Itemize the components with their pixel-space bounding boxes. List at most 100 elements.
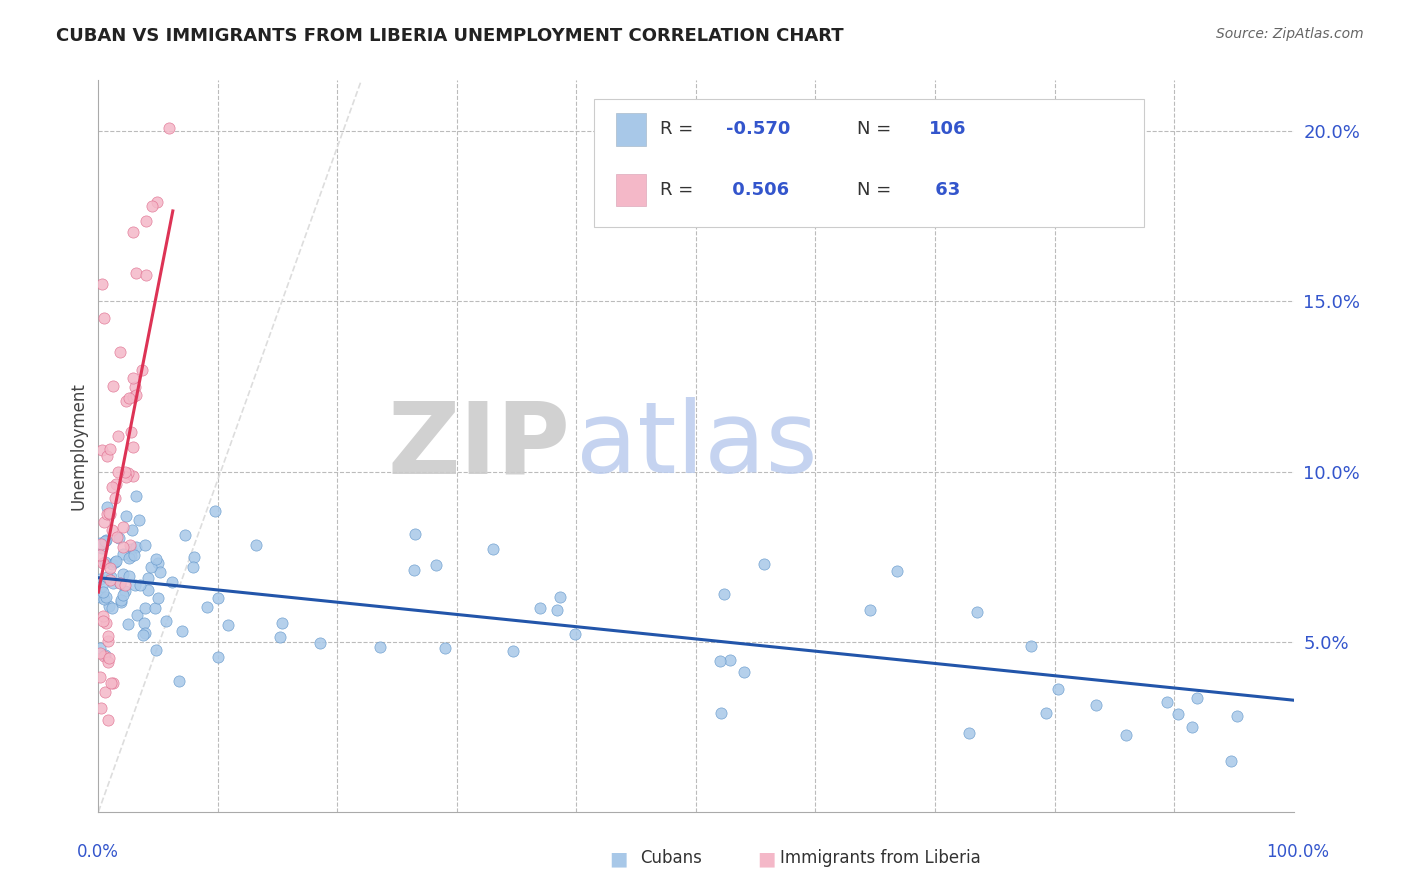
Text: 106: 106 (929, 120, 966, 138)
Point (136, 571, 159, 585)
Point (1167, 707, 1189, 722)
Point (134, 601, 156, 615)
Point (96, 507, 118, 521)
Point (172, 624, 194, 638)
Point (117, 569, 139, 583)
Point (110, 592, 132, 607)
Point (125, 489, 148, 503)
Point (886, 565, 908, 579)
Point (111, 566, 134, 581)
Point (155, 614, 177, 628)
Point (101, 675, 124, 690)
Point (98, 442, 121, 456)
Point (91, 556, 114, 570)
Point (433, 640, 456, 655)
Point (105, 530, 128, 544)
Point (94, 556, 117, 570)
Point (98, 599, 121, 614)
Point (108, 576, 131, 591)
Point (101, 557, 124, 571)
Point (112, 520, 135, 534)
Point (132, 628, 155, 642)
Text: Cubans: Cubans (640, 849, 702, 867)
Point (90, 537, 112, 551)
Point (89, 572, 111, 586)
Point (93, 649, 115, 664)
Point (89, 640, 111, 655)
Point (94, 590, 117, 604)
Point (1220, 754, 1243, 768)
Point (110, 576, 132, 591)
Point (134, 625, 156, 640)
Point (101, 480, 124, 494)
Y-axis label: Unemployment: Unemployment (69, 382, 87, 510)
Point (105, 477, 128, 491)
Point (96, 449, 118, 463)
Point (146, 195, 169, 210)
Point (93, 591, 115, 606)
Point (114, 509, 136, 524)
Point (98, 574, 121, 588)
Point (145, 643, 167, 657)
Point (125, 266, 148, 280)
Point (125, 388, 148, 402)
Point (131, 363, 153, 377)
Point (204, 503, 226, 517)
Point (110, 595, 132, 609)
Point (143, 600, 166, 615)
Point (97, 629, 120, 643)
Text: 63: 63 (929, 181, 960, 199)
Point (120, 549, 142, 564)
Point (91, 585, 114, 599)
Point (93, 311, 115, 326)
Point (183, 549, 205, 564)
Point (97, 634, 120, 648)
Point (100, 570, 122, 584)
Point (107, 465, 129, 479)
Point (108, 345, 131, 359)
Point (128, 513, 150, 527)
Point (96, 615, 118, 630)
Point (104, 555, 127, 569)
Point (89, 590, 111, 604)
Point (135, 268, 157, 283)
Point (1085, 698, 1108, 713)
Point (148, 565, 170, 579)
Point (1035, 706, 1057, 720)
Text: ■: ■ (756, 849, 776, 868)
Point (91, 277, 114, 292)
Point (124, 380, 146, 394)
Point (713, 587, 735, 601)
Text: CUBAN VS IMMIGRANTS FROM LIBERIA UNEMPLOYMENT CORRELATION CHART: CUBAN VS IMMIGRANTS FROM LIBERIA UNEMPLO… (56, 27, 844, 45)
Point (1047, 681, 1070, 696)
Point (114, 466, 136, 480)
Text: Source: ZipAtlas.com: Source: ZipAtlas.com (1216, 27, 1364, 41)
Text: 100.0%: 100.0% (1265, 843, 1329, 861)
Point (117, 617, 139, 632)
Point (124, 578, 146, 592)
Point (89, 701, 111, 715)
Point (167, 673, 190, 688)
Point (425, 558, 447, 573)
Point (101, 601, 124, 615)
Point (94, 648, 117, 662)
Point (195, 599, 218, 614)
Point (145, 551, 167, 566)
Point (309, 636, 332, 650)
Point (122, 469, 145, 483)
Point (1156, 695, 1178, 709)
Point (121, 390, 143, 404)
Point (134, 538, 156, 552)
Point (1181, 720, 1204, 734)
Bar (616, 112, 645, 145)
Point (117, 466, 139, 480)
Point (107, 429, 129, 443)
Point (114, 584, 136, 599)
Point (101, 523, 124, 537)
Point (207, 649, 229, 664)
Point (548, 590, 571, 604)
Point (207, 591, 229, 605)
Point (859, 603, 882, 617)
Point (174, 528, 197, 542)
Point (101, 379, 124, 393)
